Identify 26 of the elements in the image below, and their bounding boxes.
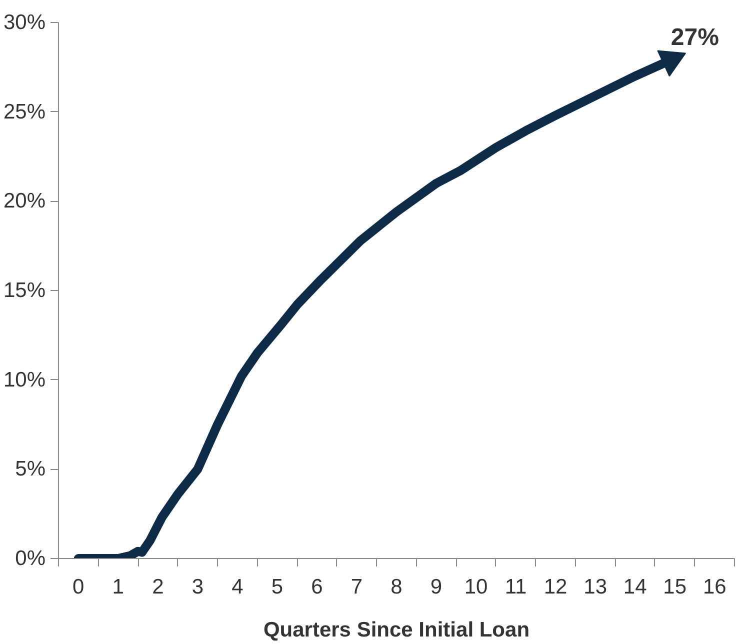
y-tick-label: 5% — [15, 458, 46, 481]
x-tick-label: 11 — [504, 576, 527, 598]
x-tick-label: 10 — [464, 576, 488, 598]
y-tick-label: 20% — [3, 190, 46, 213]
x-tick-label: 14 — [623, 576, 648, 598]
y-tick-label: 30% — [3, 11, 46, 34]
x-tick-label: 15 — [663, 576, 687, 598]
x-tick-label: 7 — [350, 576, 363, 598]
x-tick-label: 13 — [584, 576, 608, 598]
y-tick-label: 0% — [15, 547, 46, 570]
y-tick-label: 15% — [3, 279, 46, 302]
x-tick-label: 1 — [112, 576, 124, 598]
annotation: 27% — [670, 24, 719, 52]
x-tick-label: 2 — [152, 576, 164, 598]
x-tick-label: 4 — [232, 576, 244, 598]
x-tick-label: 5 — [271, 576, 284, 598]
x-tick-label: 16 — [702, 576, 726, 598]
x-tick-label: 9 — [430, 576, 442, 598]
y-tick-label: 25% — [3, 100, 46, 124]
x-axis-title: Quarters Since Initial Loan — [263, 618, 530, 642]
x-tick-label: 3 — [192, 576, 204, 598]
x-tick-label: 6 — [311, 576, 323, 598]
x-tick-label: 0 — [72, 576, 84, 598]
x-tick-label: 12 — [544, 576, 568, 598]
y-tick-label: 10% — [3, 368, 46, 392]
x-tick-label: 8 — [390, 576, 402, 598]
